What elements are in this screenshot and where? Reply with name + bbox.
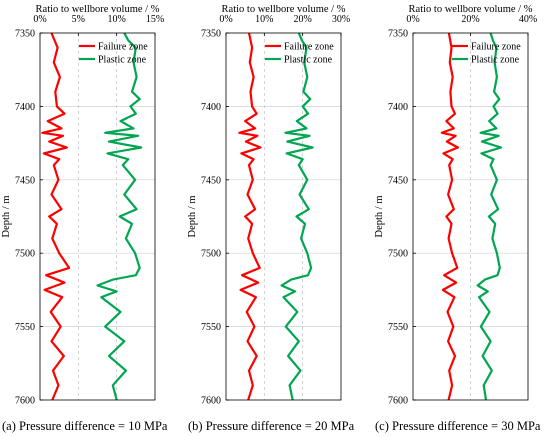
x-tick-label: 0% <box>406 14 419 25</box>
y-tick-label: 7400 <box>15 102 35 113</box>
y-tick-label: 7400 <box>388 102 408 113</box>
chart-panel-1: 0% 5% 10% 15% 7350 7400 7450 7500 7550 7600 Ratio … <box>1 4 168 433</box>
y-axis-title: Depth / m <box>1 196 12 238</box>
x-axis-title: Ratio to wellbore volume / % <box>222 4 346 15</box>
series-line-failure <box>41 32 71 401</box>
x-tick-label: 10% <box>255 14 273 25</box>
y-tick-label: 7500 <box>201 249 221 260</box>
series-line-failure <box>440 32 459 401</box>
chart-panel-3: 0% 20% 40% 7350 7400 7450 7500 7550 7600 Ratio to… <box>374 4 541 433</box>
series-line-plastic <box>280 32 314 401</box>
y-tick-label: 7350 <box>201 29 221 40</box>
legend-label-plastic: Plastic zone <box>471 55 520 66</box>
series-line-plastic <box>96 32 143 401</box>
plot-frame <box>225 32 342 401</box>
chart-panel-2: 0% 10% 20% 30% 7350 7400 7450 7500 7550 7600 Ratio… <box>187 4 355 433</box>
y-tick-label: 7500 <box>15 249 35 260</box>
x-tick-label: 20% <box>293 14 311 25</box>
y-tick-label: 7450 <box>15 175 35 186</box>
y-tick-label: 7450 <box>388 175 408 186</box>
y-tick-label: 7350 <box>388 29 408 40</box>
x-tick-label: 15% <box>146 14 164 25</box>
y-tick-label: 7600 <box>15 396 35 407</box>
y-tick-label: 7600 <box>388 396 408 407</box>
legend-label-failure: Failure zone <box>98 42 148 53</box>
panel-caption: (b) Pressure difference = 20 MPa <box>188 419 355 433</box>
x-tick-label: 0% <box>33 14 46 25</box>
y-tick-label: 7400 <box>201 102 221 113</box>
x-axis-title: Ratio to wellbore volume / % <box>36 4 160 15</box>
panel-caption: (c) Pressure difference = 30 MPa <box>375 419 541 433</box>
plot-frame <box>39 32 156 401</box>
y-tick-label: 7350 <box>15 29 35 40</box>
x-tick-label: 5% <box>72 14 85 25</box>
y-tick-label: 7450 <box>201 175 221 186</box>
x-tick-label: 30% <box>332 14 350 25</box>
legend-label-plastic: Plastic zone <box>284 55 333 66</box>
legend-label-plastic: Plastic zone <box>98 55 147 66</box>
panel-caption: (a) Pressure difference = 10 MPa <box>2 419 168 433</box>
y-tick-label: 7550 <box>388 322 408 333</box>
y-tick-label: 7550 <box>201 322 221 333</box>
x-tick-label: 10% <box>107 14 125 25</box>
series-line-failure <box>238 32 262 401</box>
legend-label-failure: Failure zone <box>471 42 521 53</box>
series-line-plastic <box>476 32 503 401</box>
y-tick-label: 7550 <box>15 322 35 333</box>
x-tick-label: 40% <box>519 14 537 25</box>
y-tick-label: 7600 <box>201 396 221 407</box>
x-tick-label: 0% <box>219 14 232 25</box>
x-axis-title: Ratio to wellbore volume / % <box>409 4 533 15</box>
x-tick-label: 20% <box>461 14 479 25</box>
y-axis-title: Depth / m <box>374 196 385 238</box>
legend-label-failure: Failure zone <box>284 42 334 53</box>
y-tick-label: 7500 <box>388 249 408 260</box>
y-axis-title: Depth / m <box>187 196 198 238</box>
